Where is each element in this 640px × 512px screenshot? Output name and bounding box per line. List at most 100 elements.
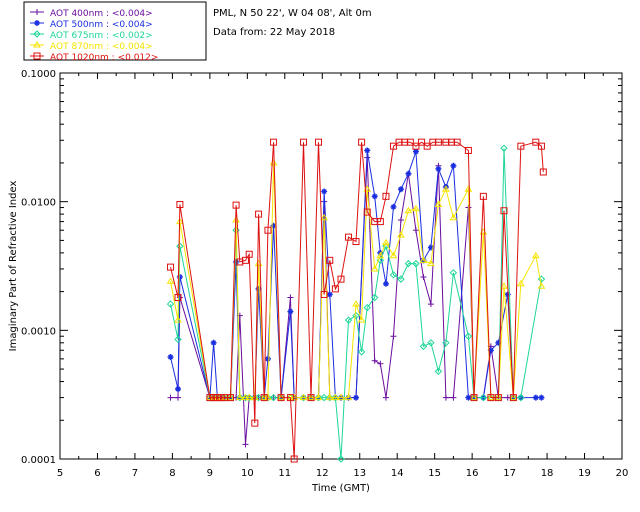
x-tick-label: 15	[428, 468, 441, 479]
data-point-2-10	[236, 393, 244, 402]
data-point-3-33	[376, 251, 385, 259]
data-point-4-16	[264, 226, 272, 234]
series-2	[166, 144, 546, 463]
data-point-4-34	[382, 192, 390, 200]
data-point-2-42	[442, 339, 450, 347]
data-point-0-19	[287, 294, 294, 301]
data-point-1-30	[364, 147, 371, 154]
data-point-4-18	[277, 394, 285, 402]
data-point-3-44	[464, 185, 473, 192]
data-point-4-13	[251, 419, 259, 427]
data-point-3-32	[370, 264, 379, 272]
data-point-3-21	[299, 393, 308, 401]
data-point-4-47	[464, 146, 472, 154]
x-tick-label: 17	[503, 468, 516, 479]
data-point-0-33	[382, 394, 389, 401]
data-point-2-46	[479, 393, 488, 402]
data-point-2-24	[320, 393, 328, 402]
x-tick-label: 6	[94, 468, 100, 479]
data-point-1-4	[210, 339, 217, 346]
data-point-1-51	[532, 394, 539, 401]
data-point-3-52	[531, 251, 540, 259]
data-point-2-51	[517, 393, 525, 402]
data-point-2-0	[166, 300, 175, 308]
data-point-0-34	[390, 333, 397, 340]
data-point-3-40	[427, 259, 435, 267]
legend-marker-3	[33, 41, 41, 48]
data-point-2-32	[371, 293, 379, 302]
data-point-2-27	[337, 455, 345, 463]
y-axis-label: Imaginary Part of Refractive Index	[8, 181, 19, 352]
data-point-4-0	[167, 263, 175, 271]
data-point-4-28	[344, 233, 352, 241]
data-point-3-41	[434, 200, 443, 208]
x-tick-label: 11	[278, 468, 291, 479]
data-point-3-23	[314, 393, 323, 401]
data-point-2-21	[299, 393, 308, 402]
data-point-4-50	[487, 394, 495, 402]
y-tick-label: 0.0100	[21, 198, 56, 209]
data-point-4-6	[217, 394, 225, 402]
data-point-0-31	[371, 357, 378, 364]
x-tick-label: 16	[466, 468, 479, 479]
data-point-4-39	[412, 142, 420, 150]
data-point-1-42	[450, 162, 457, 169]
series-line-3	[170, 162, 542, 399]
data-point-3-0	[166, 277, 175, 284]
data-point-1-16	[264, 355, 271, 362]
data-point-4-9	[232, 201, 240, 209]
data-point-1-17	[270, 222, 277, 229]
data-point-1-19	[287, 308, 294, 315]
data-point-4-29	[352, 238, 360, 246]
data-point-1-14	[255, 285, 262, 292]
data-point-4-53	[509, 394, 517, 402]
data-point-4-27	[337, 275, 345, 283]
data-point-4-33	[376, 218, 384, 226]
data-point-2-31	[363, 303, 371, 312]
data-point-2-25	[326, 393, 334, 402]
data-point-2-49	[500, 144, 508, 152]
data-point-0-42	[450, 394, 457, 401]
data-point-1-35	[397, 186, 404, 193]
data-point-4-38	[406, 138, 414, 146]
title-line-1: PML, N 50 22', W 04 08', Alt 0m	[213, 8, 372, 19]
data-point-3-38	[412, 204, 420, 212]
data-point-2-30	[357, 348, 366, 356]
x-tick-label: 20	[616, 468, 629, 479]
x-tick-label: 10	[241, 468, 254, 479]
data-point-0-39	[427, 301, 434, 308]
data-point-3-51	[516, 279, 525, 287]
data-point-4-15	[260, 394, 268, 402]
data-point-3-43	[449, 213, 458, 221]
data-point-4-17	[270, 138, 278, 146]
data-point-4-43	[434, 138, 442, 146]
data-point-2-17	[269, 393, 278, 402]
data-point-2-38	[412, 259, 420, 268]
legend: AOT 400nm : <0.004>AOT 500nm : <0.004>AO…	[23, 1, 207, 63]
data-point-4-19	[286, 394, 294, 402]
data-point-3-26	[331, 393, 340, 401]
data-point-1-37	[412, 148, 419, 155]
data-point-3-45	[470, 393, 478, 401]
data-point-2-23	[314, 393, 323, 402]
data-point-3-24	[320, 213, 329, 221]
data-point-4-25	[326, 256, 334, 264]
y-tick-label: 0.0010	[21, 326, 56, 337]
data-point-4-5	[213, 394, 221, 402]
data-point-1-43	[465, 394, 472, 401]
data-point-3-15	[260, 393, 269, 401]
x-tick-label: 13	[353, 468, 366, 479]
data-point-1-52	[538, 394, 545, 401]
data-point-2-26	[331, 393, 340, 402]
data-point-1-1	[175, 385, 182, 392]
y-tick-label: 0.1000	[21, 69, 56, 80]
data-point-4-31	[363, 208, 371, 216]
data-point-2-1	[174, 335, 182, 344]
data-point-4-54	[517, 142, 525, 150]
data-point-0-32	[377, 360, 384, 367]
data-point-3-12	[245, 393, 254, 401]
data-point-3-11	[241, 393, 250, 401]
x-tick-label: 14	[391, 468, 404, 479]
data-point-4-48	[470, 394, 478, 402]
data-point-2-44	[464, 332, 473, 340]
